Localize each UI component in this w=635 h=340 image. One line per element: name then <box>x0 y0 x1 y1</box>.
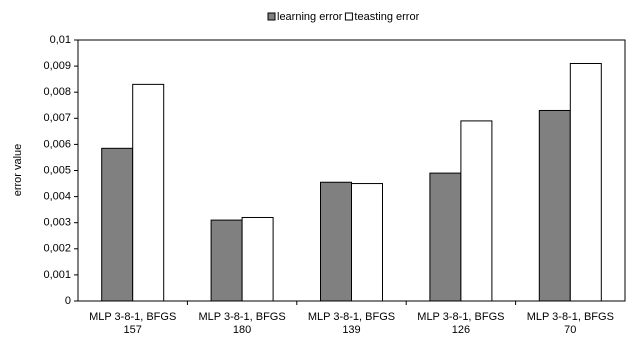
y-tick-label: 0,007 <box>43 112 71 124</box>
x-tick-label-line: MLP 3-8-1, BFGS <box>308 311 395 323</box>
bar <box>569 62 602 302</box>
bar <box>132 83 165 302</box>
bar <box>210 219 243 302</box>
x-tick-label: MLP 3-8-1, BFGS 70 <box>527 311 614 336</box>
x-tick-label: MLP 3-8-1, BFGS 180 <box>198 311 285 336</box>
x-tick-label-line: 157 <box>124 324 142 336</box>
y-tick-label: 0,005 <box>43 164 71 176</box>
x-tick-label-line: MLP 3-8-1, BFGS <box>198 311 285 323</box>
x-tick-label-line: 180 <box>233 324 251 336</box>
bar <box>460 120 493 302</box>
bar <box>320 181 352 302</box>
y-axis-label: error value <box>12 144 24 197</box>
bar <box>429 172 462 302</box>
y-tick-label: 0,004 <box>43 191 71 203</box>
y-tick-label: 0,008 <box>43 86 71 98</box>
x-tick-label-line: 70 <box>564 324 576 336</box>
bar <box>351 183 383 302</box>
x-tick-label-line: 126 <box>452 324 470 336</box>
legend-label: teasting error <box>354 11 419 23</box>
y-tick-label: 0,002 <box>43 243 71 255</box>
x-tick-label-line: MLP 3-8-1, BFGS <box>527 311 614 323</box>
x-tick-label-line: MLP 3-8-1, BFGS <box>89 311 176 323</box>
x-tick-label: MLP 3-8-1, BFGS 139 <box>308 311 395 336</box>
y-tick-label: 0,009 <box>43 60 71 72</box>
legend-swatch <box>267 12 276 21</box>
y-tick-label: 0,006 <box>43 138 71 150</box>
bar <box>241 216 274 302</box>
legend-swatch <box>344 12 353 21</box>
y-tick-label: 0,01 <box>50 34 71 46</box>
x-tick-label: MLP 3-8-1, BFGS 126 <box>417 311 504 336</box>
bar <box>538 109 571 302</box>
y-tick-label: 0,003 <box>43 217 71 229</box>
x-tick-label: MLP 3-8-1, BFGS 157 <box>89 311 176 336</box>
y-tick-label: 0 <box>65 295 71 307</box>
bar <box>101 147 134 302</box>
x-tick-label-line: MLP 3-8-1, BFGS <box>417 311 504 323</box>
legend-label: learning error <box>277 11 343 23</box>
x-tick-label-line: 139 <box>342 324 360 336</box>
y-tick-label: 0,001 <box>43 269 71 281</box>
